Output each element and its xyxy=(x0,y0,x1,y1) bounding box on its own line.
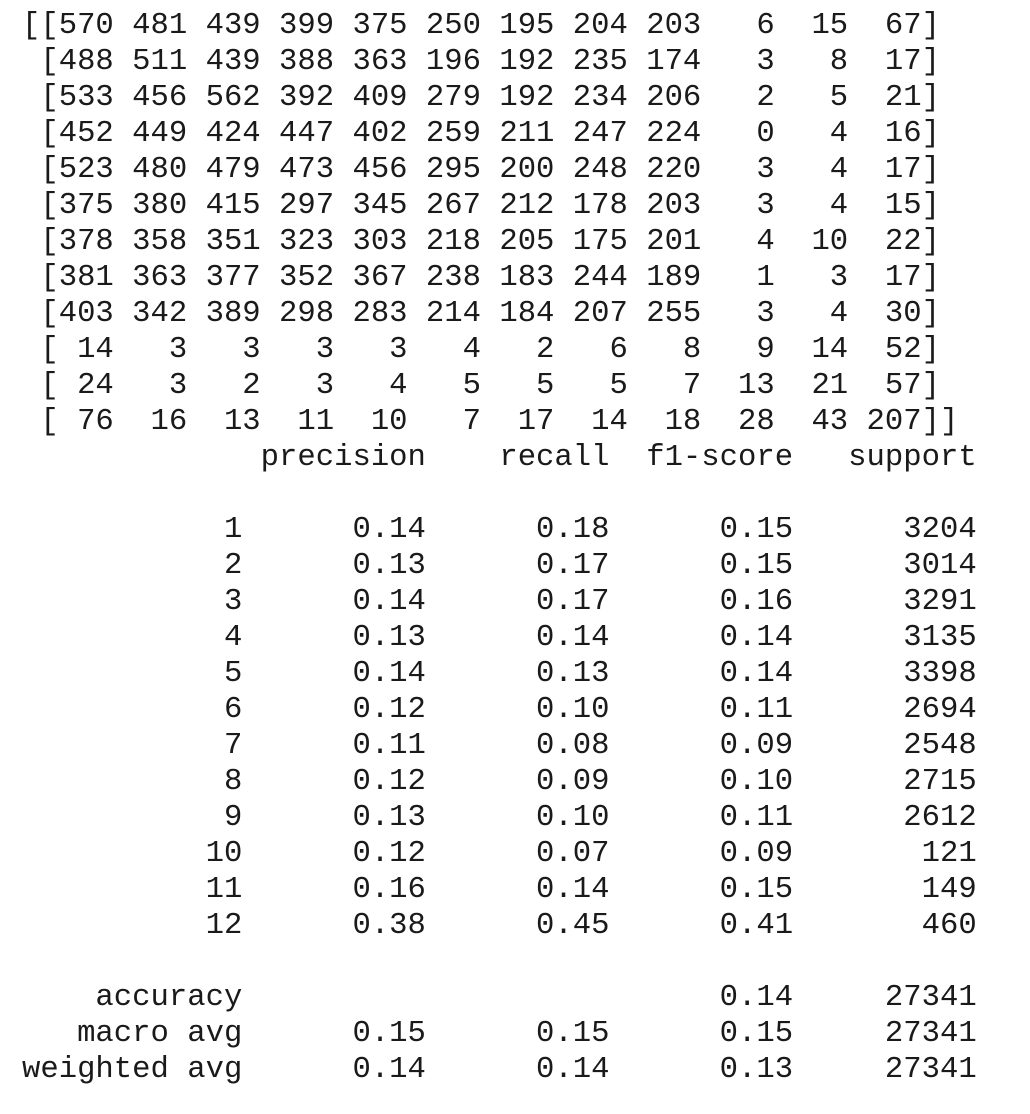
matrix-row: [488 511 439 388 363 196 192 235 174 3 8… xyxy=(22,45,940,79)
matrix-row: [375 380 415 297 345 267 212 178 203 3 4… xyxy=(22,189,940,223)
report-row: 11 0.16 0.14 0.15 149 xyxy=(22,873,977,907)
matrix-row: [378 358 351 323 303 218 205 175 201 4 1… xyxy=(22,225,940,259)
report-row: 3 0.14 0.17 0.16 3291 xyxy=(22,585,977,619)
matrix-row: [452 449 424 447 402 259 211 247 224 0 4… xyxy=(22,117,940,151)
matrix-row: [533 456 562 392 409 279 192 234 206 2 5… xyxy=(22,81,940,115)
matrix-row: [ 14 3 3 3 3 4 2 6 8 9 14 52] xyxy=(22,333,940,367)
console-output: [[570 481 439 399 375 250 195 204 203 6 … xyxy=(22,8,977,1088)
report-row: 6 0.12 0.10 0.11 2694 xyxy=(22,693,977,727)
report-row: 9 0.13 0.10 0.11 2612 xyxy=(22,801,977,835)
report-header: precision recall f1-score support xyxy=(22,441,977,475)
report-row: 1 0.14 0.18 0.15 3204 xyxy=(22,513,977,547)
report-row: 7 0.11 0.08 0.09 2548 xyxy=(22,729,977,763)
matrix-row: [[570 481 439 399 375 250 195 204 203 6 … xyxy=(22,9,940,43)
macro-avg-row: macro avg 0.15 0.15 0.15 27341 xyxy=(22,1017,977,1051)
weighted-avg-row: weighted avg 0.14 0.14 0.13 27341 xyxy=(22,1053,977,1087)
matrix-row: [381 363 377 352 367 238 183 244 189 1 3… xyxy=(22,261,940,295)
report-row: 2 0.13 0.17 0.15 3014 xyxy=(22,549,977,583)
matrix-row: [403 342 389 298 283 214 184 207 255 3 4… xyxy=(22,297,940,331)
report-row: 8 0.12 0.09 0.10 2715 xyxy=(22,765,977,799)
matrix-row: [ 76 16 13 11 10 7 17 14 18 28 43 207]] xyxy=(22,405,959,439)
matrix-row: [ 24 3 2 3 4 5 5 5 7 13 21 57] xyxy=(22,369,940,403)
blank-line xyxy=(22,476,977,512)
report-row: 4 0.13 0.14 0.14 3135 xyxy=(22,621,977,655)
report-row: 12 0.38 0.45 0.41 460 xyxy=(22,909,977,943)
accuracy-row: accuracy 0.14 27341 xyxy=(22,981,977,1015)
matrix-row: [523 480 479 473 456 295 200 248 220 3 4… xyxy=(22,153,940,187)
report-row: 5 0.14 0.13 0.14 3398 xyxy=(22,657,977,691)
blank-line xyxy=(22,944,977,980)
report-row: 10 0.12 0.07 0.09 121 xyxy=(22,837,977,871)
